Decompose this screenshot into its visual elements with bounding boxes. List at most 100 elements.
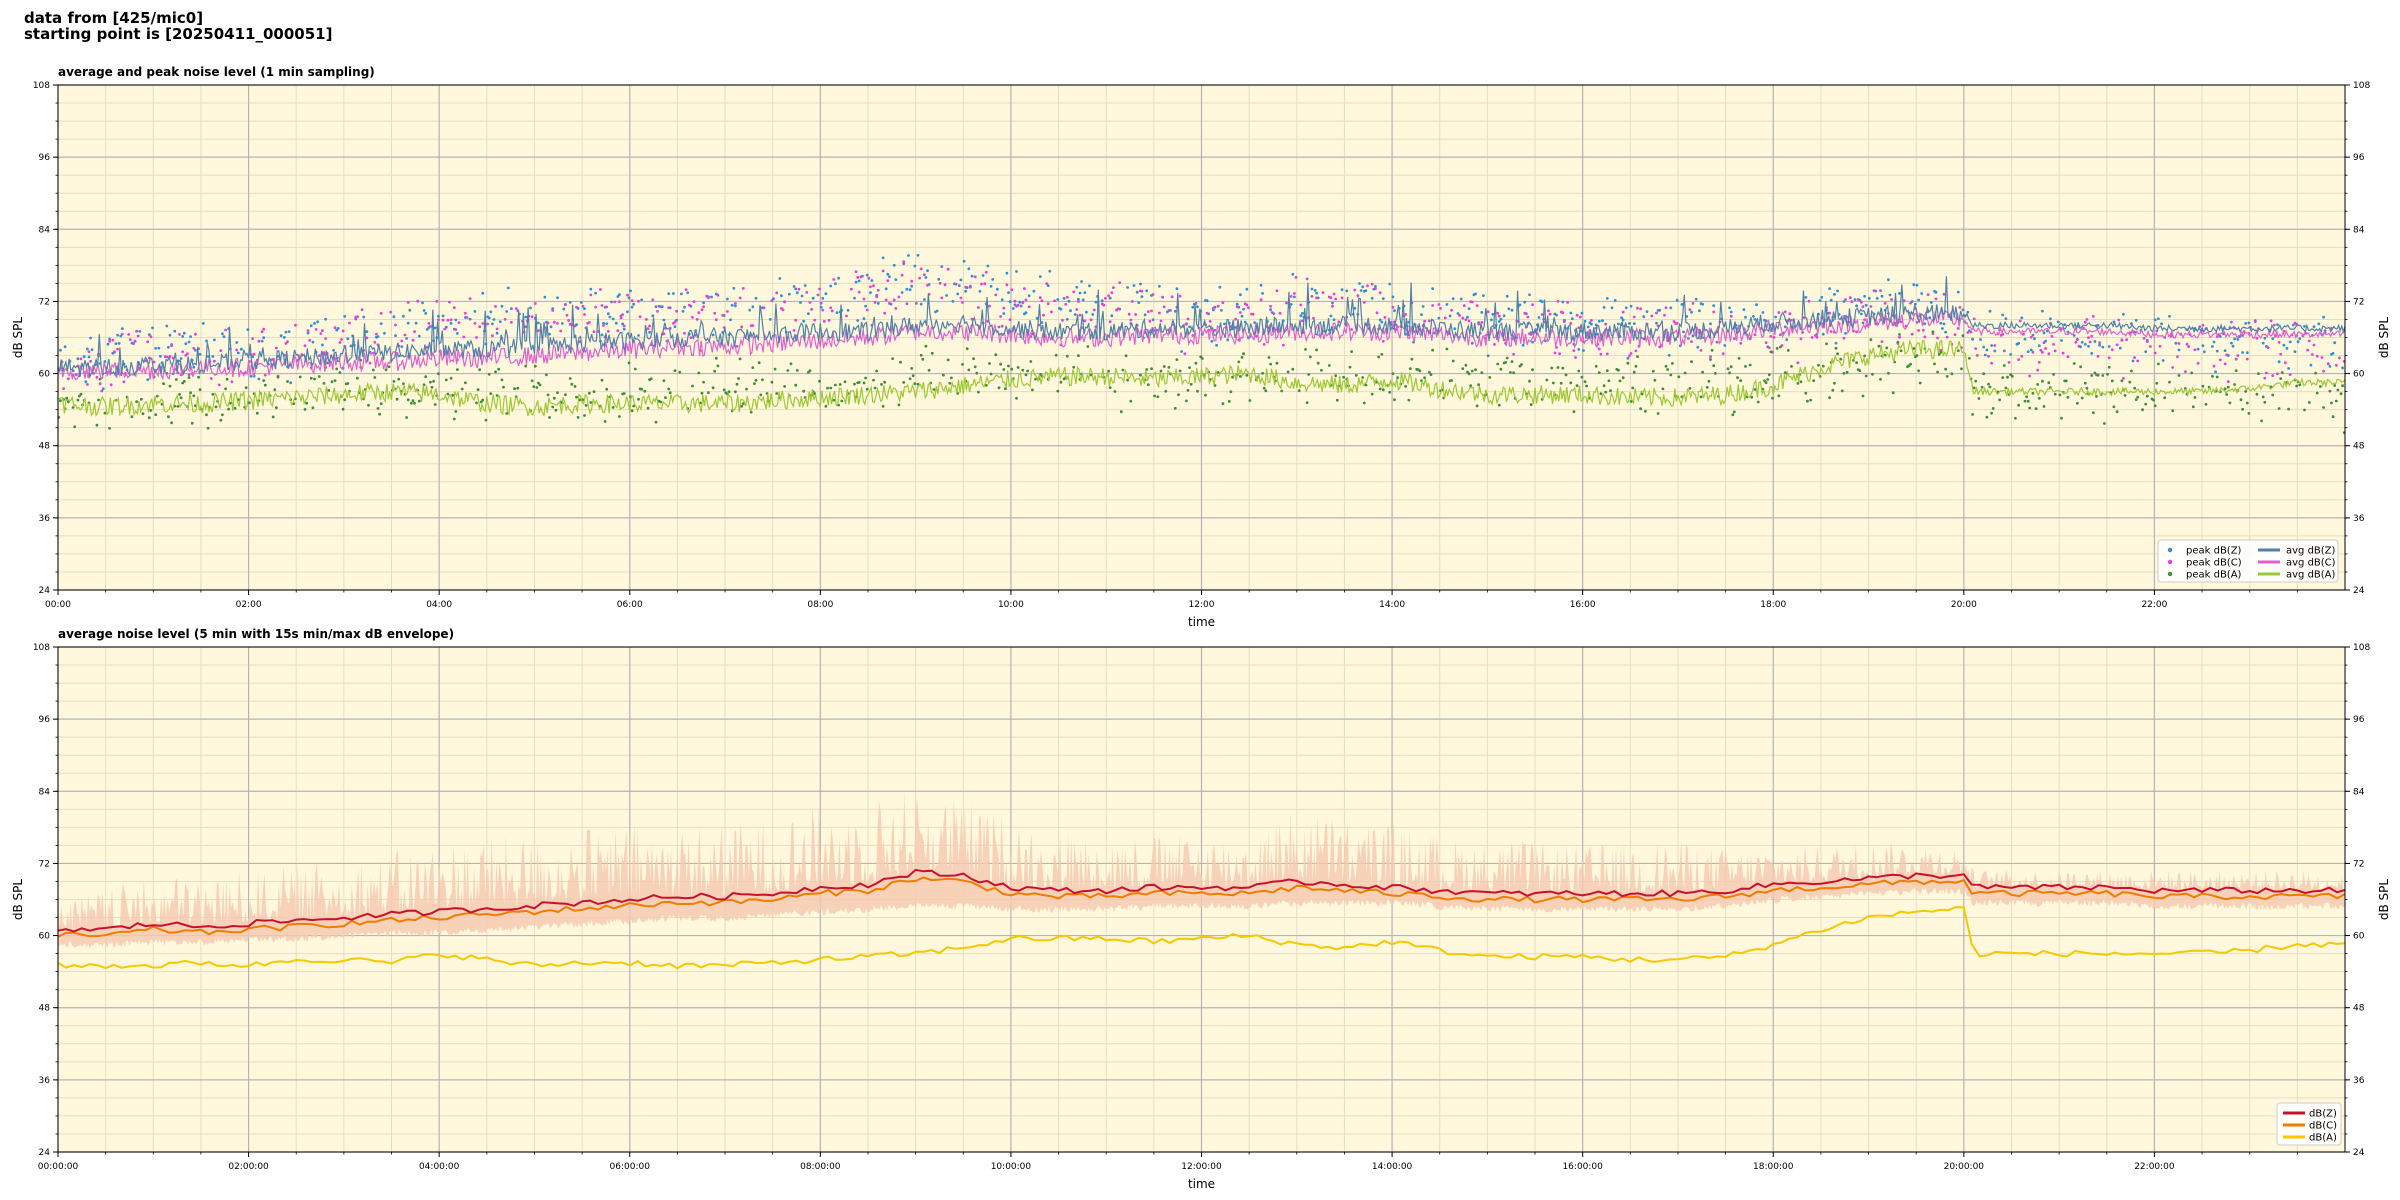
peak-point [1729, 365, 1733, 369]
peak-point [1059, 307, 1063, 311]
peak-point [2177, 348, 2181, 352]
peak-point [977, 390, 980, 394]
peak-point [397, 354, 401, 358]
peak-point [1245, 287, 1249, 291]
peak-point [905, 287, 909, 291]
peak-point [1002, 306, 1006, 310]
y-axis-label-right: dB SPL [2377, 317, 2391, 359]
peak-point [803, 284, 807, 287]
peak-point [1391, 372, 1395, 375]
peak-point [1493, 326, 1496, 330]
peak-point [919, 353, 923, 357]
y-tick-label: 36 [39, 1076, 51, 1086]
peak-point [1632, 322, 1636, 325]
peak-point [2060, 416, 2063, 420]
y-axis-label-right: dB SPL [2377, 879, 2391, 921]
peak-point [1939, 321, 1943, 325]
peak-point [1555, 313, 1558, 317]
peak-point [360, 308, 364, 312]
peak-point [1310, 295, 1314, 298]
peak-point [1353, 288, 1357, 292]
peak-point [2287, 407, 2291, 411]
peak-point [1971, 413, 1974, 416]
peak-point [1340, 288, 1344, 291]
peak-point [1370, 296, 1374, 300]
peak-point [2028, 374, 2032, 378]
peak-point [149, 335, 153, 338]
peak-point [1016, 366, 1020, 369]
peak-point [1988, 385, 1992, 389]
peak-point [1073, 313, 1077, 316]
peak-point [1937, 353, 1941, 356]
peak-point [2272, 323, 2276, 327]
peak-point [2080, 396, 2084, 400]
peak-point [2133, 356, 2137, 359]
peak-point [918, 276, 921, 280]
peak-point [910, 284, 914, 288]
peak-point [2193, 348, 2197, 352]
peak-point [1151, 318, 1155, 322]
peak-point [1621, 318, 1625, 322]
peak-point [362, 315, 366, 319]
peak-point [1915, 320, 1919, 324]
peak-point [1863, 354, 1866, 358]
peak-point [1216, 371, 1220, 374]
peak-point [1801, 331, 1804, 334]
peak-point [664, 396, 667, 399]
peak-point [214, 405, 218, 409]
peak-point [668, 391, 672, 395]
peak-point [1002, 368, 1006, 371]
peak-point [1474, 292, 1477, 296]
peak-point [2007, 361, 2011, 364]
peak-point [872, 378, 875, 382]
y-tick-label-right: 36 [2353, 1076, 2365, 1086]
peak-point [2307, 401, 2311, 404]
peak-point [1038, 275, 1042, 278]
peak-point [2031, 391, 2035, 395]
peak-point [371, 368, 375, 372]
peak-point [435, 299, 439, 303]
peak-point [1558, 352, 1561, 356]
peak-point [1690, 310, 1693, 314]
peak-point [73, 425, 77, 429]
peak-point [120, 332, 124, 336]
peak-point [165, 324, 169, 328]
peak-point [578, 340, 582, 344]
peak-point [233, 406, 237, 410]
peak-point [1658, 308, 1662, 312]
peak-point [1337, 320, 1341, 324]
peak-point [897, 295, 901, 299]
peak-point [2090, 334, 2094, 338]
peak-point [187, 373, 191, 377]
peak-point [2083, 342, 2087, 346]
peak-point [2115, 343, 2119, 347]
peak-point [1027, 305, 1031, 309]
peak-point [954, 282, 958, 286]
peak-point [1979, 338, 1982, 341]
peak-point [2145, 394, 2149, 398]
peak-point [1575, 313, 1579, 317]
peak-point [1381, 388, 1385, 392]
peak-point [606, 330, 610, 333]
peak-point [864, 304, 867, 308]
peak-point [618, 293, 621, 297]
peak-point [1729, 310, 1733, 314]
peak-point [834, 282, 837, 286]
peak-point [59, 348, 62, 352]
peak-point [1383, 316, 1387, 319]
peak-point [1604, 390, 1608, 394]
peak-point [959, 278, 963, 282]
peak-point [956, 292, 960, 296]
peak-point [408, 308, 412, 312]
peak-point [1005, 283, 1009, 287]
peak-point [2204, 402, 2208, 406]
peak-point [279, 334, 283, 338]
peak-point [734, 390, 737, 394]
peak-point [1297, 389, 1301, 393]
peak-point [864, 376, 867, 380]
peak-point [935, 309, 939, 313]
peak-point [792, 285, 796, 288]
peak-point [964, 289, 968, 293]
peak-point [849, 287, 853, 291]
peak-point [1632, 315, 1636, 319]
